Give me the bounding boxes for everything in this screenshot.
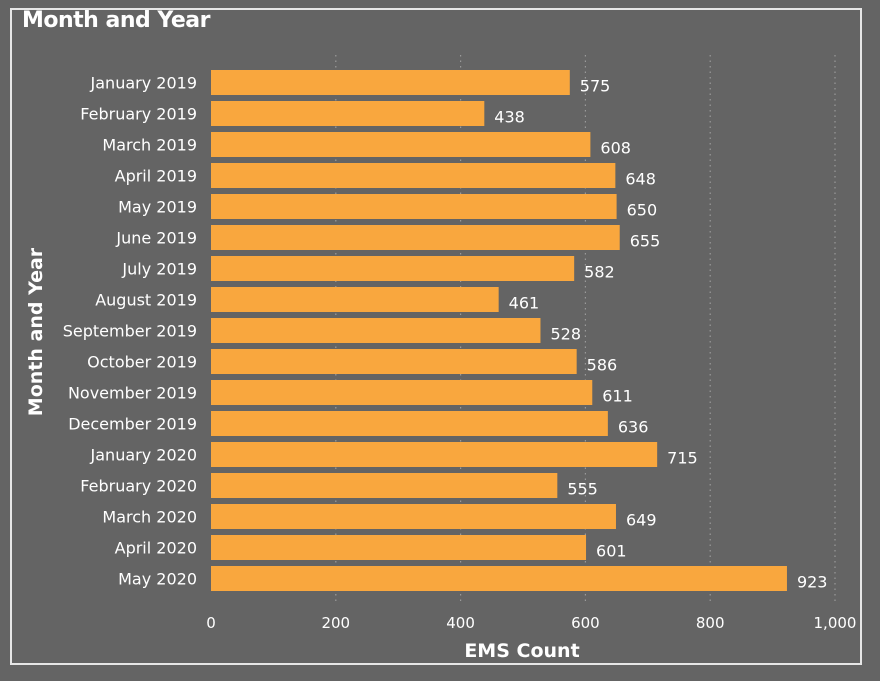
bar[interactable] <box>211 132 591 157</box>
y-axis-title: Month and Year <box>25 247 47 416</box>
data-label: 923 <box>797 573 828 592</box>
data-label: 528 <box>550 325 581 344</box>
x-tick-label: 600 <box>571 614 600 632</box>
bar[interactable] <box>211 473 558 498</box>
bar[interactable] <box>211 566 787 591</box>
category-label: May 2019 <box>118 198 197 217</box>
bars-group <box>211 70 787 591</box>
category-label: January 2019 <box>90 74 197 93</box>
category-label: June 2019 <box>115 229 197 248</box>
category-label: August 2019 <box>95 291 197 310</box>
data-label: 582 <box>584 263 615 282</box>
x-tick-label: 0 <box>206 614 216 632</box>
x-tick-labels: 0 200 400 600 800 1,000 <box>206 614 856 632</box>
bar[interactable] <box>211 442 658 467</box>
data-label: 649 <box>626 511 657 530</box>
category-label: October 2019 <box>87 353 197 372</box>
bar[interactable] <box>211 411 608 436</box>
bar[interactable] <box>211 194 617 219</box>
x-axis-title: EMS Count <box>464 640 579 662</box>
data-label: 611 <box>602 387 633 406</box>
category-label: November 2019 <box>68 384 197 403</box>
category-label: February 2019 <box>80 105 197 124</box>
category-label: February 2020 <box>80 477 197 496</box>
data-label: 648 <box>625 170 656 189</box>
category-label: March 2020 <box>102 508 197 527</box>
data-label: 575 <box>580 77 611 96</box>
data-label: 655 <box>630 232 661 251</box>
bar[interactable] <box>211 163 616 188</box>
data-label: 461 <box>509 294 540 313</box>
bar[interactable] <box>211 70 570 95</box>
data-label: 586 <box>587 356 618 375</box>
category-label: July 2019 <box>121 260 197 279</box>
category-label: September 2019 <box>63 322 197 341</box>
bar[interactable] <box>211 256 575 281</box>
category-label: January 2020 <box>90 446 197 465</box>
category-label: April 2020 <box>115 539 197 558</box>
category-label: March 2019 <box>102 136 197 155</box>
data-label: 438 <box>494 108 525 127</box>
category-labels: January 2019 February 2019 March 2019 April… <box>63 74 197 589</box>
bar[interactable] <box>211 504 616 529</box>
bar[interactable] <box>211 349 577 374</box>
data-label: 715 <box>667 449 698 468</box>
x-tick-label: 1,000 <box>814 614 857 632</box>
category-label: May 2020 <box>118 570 197 589</box>
bar[interactable] <box>211 225 620 250</box>
x-tick-label: 800 <box>696 614 725 632</box>
bar[interactable] <box>211 287 499 312</box>
visual-title: Month and Year <box>22 8 210 33</box>
bar[interactable] <box>211 535 587 560</box>
bar[interactable] <box>211 101 485 126</box>
category-label: December 2019 <box>68 415 197 434</box>
x-tick-label: 400 <box>446 614 475 632</box>
data-labels: 575 438 608 648 650 655 582 461 528 586 611 636 715 5… <box>494 77 827 592</box>
data-label: 636 <box>618 418 649 437</box>
data-label: 650 <box>627 201 658 220</box>
data-label: 555 <box>567 480 598 499</box>
bar[interactable] <box>211 318 541 343</box>
visual-frame <box>10 8 862 665</box>
bar[interactable] <box>211 380 593 405</box>
data-label: 608 <box>600 139 631 158</box>
x-tick-label: 200 <box>321 614 350 632</box>
category-label: April 2019 <box>115 167 197 186</box>
data-label: 601 <box>596 542 627 561</box>
